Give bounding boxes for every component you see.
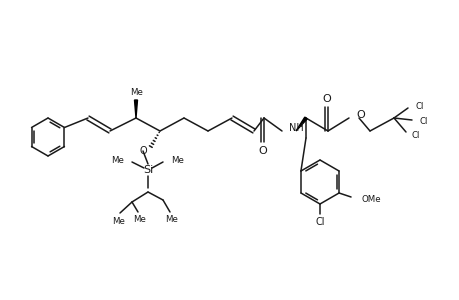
Polygon shape [295, 117, 307, 131]
Text: Cl: Cl [419, 116, 427, 125]
Polygon shape [134, 100, 137, 118]
Text: OMe: OMe [360, 194, 380, 203]
Text: O: O [322, 94, 330, 104]
Text: Cl: Cl [411, 130, 420, 140]
Text: Me: Me [112, 217, 125, 226]
Text: Cl: Cl [314, 217, 324, 227]
Text: Me: Me [133, 215, 146, 224]
Text: Si: Si [143, 165, 153, 175]
Text: Me: Me [130, 88, 143, 97]
Text: Me: Me [111, 155, 124, 164]
Text: NH: NH [288, 123, 303, 133]
Text: Me: Me [171, 155, 184, 164]
Text: O: O [139, 146, 146, 156]
Text: Me: Me [165, 215, 178, 224]
Text: Cl: Cl [415, 101, 424, 110]
Text: O: O [355, 110, 364, 120]
Text: O: O [258, 146, 267, 156]
